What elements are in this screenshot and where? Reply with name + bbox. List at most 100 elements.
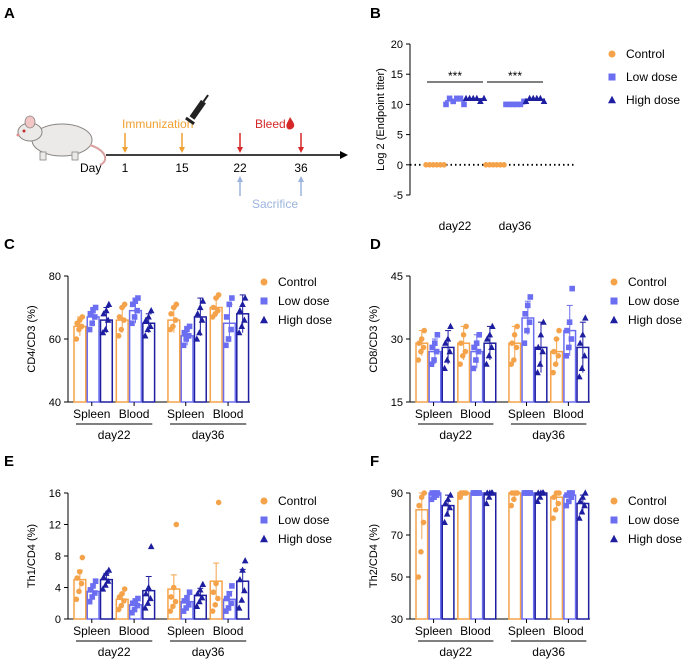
- legend-label: High dose: [626, 93, 680, 107]
- data-point: [454, 95, 460, 102]
- timeline-arrowhead: [340, 151, 348, 159]
- data-point: [167, 608, 174, 614]
- data-point: [444, 495, 452, 502]
- data-point: [73, 336, 80, 342]
- y-tick-label: 5: [397, 130, 403, 142]
- data-point: [170, 603, 176, 610]
- data-point: [552, 507, 559, 513]
- data-point: [196, 303, 204, 311]
- data-point: [209, 608, 216, 614]
- day-label: day22: [439, 645, 472, 659]
- data-point: [457, 494, 463, 501]
- data-point: [239, 300, 246, 307]
- y-axis-title: CD8/CD3 (%): [368, 305, 380, 372]
- data-point: [228, 600, 234, 607]
- legend-label: Low dose: [278, 513, 330, 527]
- data-point: [193, 335, 201, 342]
- y-tick-label: 15: [391, 69, 403, 81]
- group-label: Spleen: [415, 407, 452, 421]
- data-point: [168, 311, 174, 317]
- data-point: [420, 519, 427, 526]
- data-point: [238, 596, 246, 603]
- data-point: [102, 569, 110, 576]
- data-point: [483, 499, 490, 507]
- y-tick-label: 15: [391, 397, 403, 409]
- data-point: [508, 361, 515, 368]
- y-tick-label: -5: [393, 190, 403, 202]
- day-label: Day: [80, 161, 101, 175]
- data-point: [147, 322, 154, 329]
- legend-marker-2: [610, 315, 618, 324]
- data-point: [443, 510, 451, 517]
- data-point: [241, 587, 248, 594]
- data-point: [194, 310, 201, 317]
- data-point: [569, 285, 575, 292]
- panel-label: C: [4, 236, 15, 253]
- data-point: [485, 493, 493, 500]
- y-tick-label: 12: [49, 520, 61, 532]
- data-point: [180, 608, 187, 614]
- data-point: [511, 332, 518, 338]
- y-tick-label: 30: [391, 334, 403, 346]
- data-point: [105, 300, 113, 307]
- data-point: [115, 333, 122, 339]
- group-label: Blood: [460, 624, 491, 638]
- data-point: [76, 568, 83, 575]
- panel-label-b: B: [370, 5, 381, 22]
- data-point: [463, 323, 469, 330]
- data-point: [582, 314, 589, 321]
- x-category-label: day36: [499, 219, 532, 233]
- data-point: [92, 304, 99, 311]
- data-point: [416, 340, 422, 347]
- data-point: [522, 97, 530, 104]
- data-point: [196, 598, 203, 605]
- data-point: [563, 353, 570, 359]
- data-point: [236, 576, 244, 583]
- data-point: [521, 340, 528, 346]
- data-point: [236, 307, 244, 314]
- data-point: [476, 490, 483, 496]
- data-point: [568, 336, 575, 342]
- data-point: [186, 323, 193, 330]
- data-point: [536, 493, 544, 500]
- data-point: [521, 98, 527, 105]
- sacrifice-arrowhead: [237, 176, 243, 182]
- day-label: day36: [532, 645, 565, 659]
- legend-marker-0: [260, 497, 268, 505]
- data-point: [527, 490, 534, 496]
- data-point: [87, 311, 94, 317]
- data-point: [141, 332, 149, 339]
- day-tick-label: 22: [233, 161, 247, 175]
- event-arrowhead: [179, 147, 185, 153]
- data-point: [145, 583, 152, 591]
- data-point: [142, 590, 150, 597]
- legend-marker-0: [610, 497, 618, 505]
- data-point: [578, 364, 586, 371]
- significance-label: ***: [448, 69, 462, 83]
- data-point: [563, 502, 570, 509]
- data-point: [568, 494, 575, 500]
- data-point: [415, 357, 422, 363]
- data-point: [73, 596, 80, 603]
- data-point: [553, 336, 560, 342]
- data-point: [486, 331, 494, 338]
- data-point: [185, 333, 192, 339]
- data-point: [446, 95, 453, 102]
- data-point: [526, 319, 533, 325]
- data-point: [104, 316, 112, 323]
- data-point: [511, 496, 517, 503]
- group-label: Spleen: [167, 624, 204, 638]
- data-point: [90, 583, 96, 589]
- data-point: [144, 599, 152, 606]
- legend-marker-2: [608, 95, 616, 104]
- panel-label: D: [370, 236, 381, 253]
- data-point: [76, 588, 82, 595]
- data-point: [540, 97, 548, 104]
- data-point: [418, 549, 424, 555]
- data-point: [551, 494, 557, 501]
- data-point: [131, 314, 138, 320]
- data-point: [416, 502, 422, 509]
- legend-label: Low dose: [278, 294, 330, 308]
- data-point: [215, 499, 222, 506]
- event-arrowhead: [298, 147, 304, 153]
